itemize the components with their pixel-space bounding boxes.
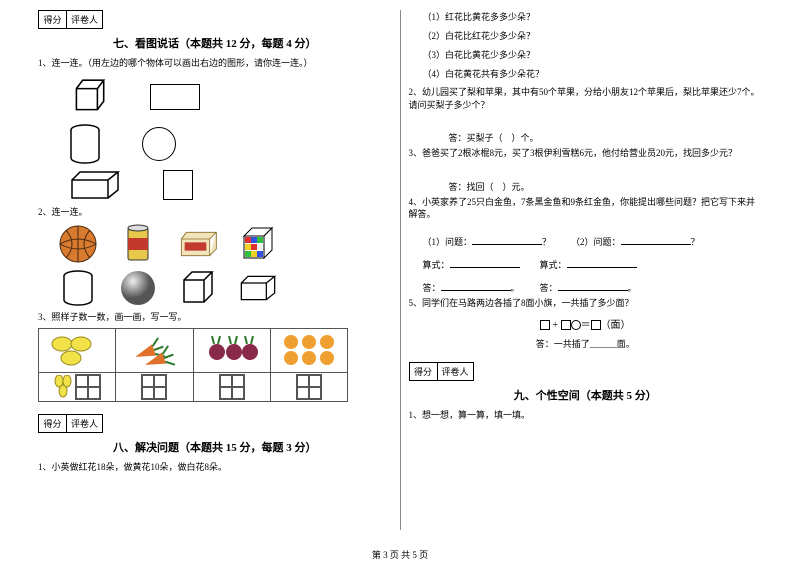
q8-5: 5、同学们在马路两边各插了8面小旗，一共插了多少面？ — [409, 297, 763, 310]
q8-4-calc2: 算式： — [540, 258, 637, 271]
lemon-count — [39, 373, 115, 401]
calc-label-1: 算式： — [423, 260, 450, 270]
q9-1: 1、想一想，算一算，填一填。 — [409, 409, 763, 422]
q8-4-calcs: 算式： 算式： — [423, 258, 763, 271]
q8-1-4: （4）白花黄花共有多少朵花？ — [423, 67, 763, 80]
q8-4-ans1: 答：。 — [423, 281, 520, 294]
blank — [472, 235, 542, 245]
cube-icon — [68, 76, 110, 118]
cuboid-icon — [68, 170, 123, 200]
carrot-cell — [116, 329, 192, 373]
basketball-icon — [58, 224, 98, 264]
radish-cell — [194, 329, 270, 373]
sphere-shape-icon — [118, 268, 158, 308]
score-box-8: 得分 评卷人 — [38, 414, 103, 433]
q8-4-p2-label: （2）问题： — [571, 237, 621, 247]
q8-4: 4、小英家养了25只白金鱼，7条黑金鱼和9条红金鱼，你能提出哪些问题？把它写下来… — [409, 196, 763, 221]
right-column: （1）红花比黄花多多少朵？ （2）白花比红花少多少朵？ （3）白花比黄花少多少朵… — [401, 10, 771, 540]
circle-icon — [142, 127, 176, 161]
q8-1: 1、小英做红花18朵，做黄花10朵，做白花8朵。 — [38, 461, 392, 474]
cube-shape-icon — [178, 268, 218, 308]
q8-3-ans: 答：找回（ ）元。 — [449, 180, 763, 193]
blank — [450, 258, 520, 268]
count-table — [38, 328, 348, 402]
q8-3: 3、爸爸买了2根冰棍8元，买了3根伊利雪糕6元，他付给营业员20元，找回多少元？ — [409, 147, 763, 160]
q8-2: 2、幼儿园买了梨和苹果，其中有50个苹果，分给小朋友12个苹果后，梨比苹果还少7… — [409, 86, 763, 111]
carrot-count — [116, 373, 192, 401]
orange-count — [271, 373, 347, 401]
q8-4-ans2: 答：。 — [540, 281, 637, 294]
grader-label-9: 评卷人 — [438, 363, 473, 380]
count-col-2 — [116, 329, 193, 401]
square-placeholder — [591, 320, 601, 330]
q8-1-3: （3）白花比黄花少多少朵？ — [423, 48, 763, 61]
square-placeholder — [561, 320, 571, 330]
cuboid-shape-icon — [238, 268, 278, 308]
cylinder-shape-icon — [58, 268, 98, 308]
q8-4-problems: （1）问题：？ （2）问题：？ — [423, 235, 763, 248]
q8-5-formula: + ＝（面） — [409, 316, 763, 331]
blank — [567, 258, 637, 268]
q7-1: 1、连一连。（用左边的哪个物体可以画出右边的图形，请你连一连。） — [38, 57, 392, 70]
calc-label-2: 算式： — [540, 260, 567, 270]
blank — [441, 281, 511, 291]
section-9-title: 九、个性空间（本题共 5 分） — [409, 387, 763, 403]
q8-5-ans: 答：一共插了______面。 — [409, 337, 763, 350]
score-label: 得分 — [39, 11, 67, 28]
section-7-title: 七、看图说话（本题共 12 分，每题 4 分） — [38, 35, 392, 51]
q7-3: 3、照样子数一数，画一画，写一写。 — [38, 311, 392, 324]
q8-4-p2: （2）问题：？ — [571, 235, 700, 248]
score-box-9: 得分 评卷人 — [409, 362, 474, 381]
q8-4-answers: 答：。 答：。 — [423, 281, 763, 294]
q8-4-calc1: 算式： — [423, 258, 520, 271]
page-footer: 第 3 页 共 5 页 — [0, 548, 800, 561]
shape-row-3 — [68, 170, 392, 200]
rectangle-icon — [150, 84, 200, 110]
q7-2: 2、连一连。 — [38, 206, 392, 219]
score-label-9: 得分 — [410, 363, 438, 380]
shape-row-2 — [68, 124, 392, 164]
section-8-title: 八、解决问题（本题共 15 分，每题 3 分） — [38, 439, 392, 455]
rubiks-cube-icon — [238, 224, 278, 264]
blank — [621, 235, 691, 245]
count-col-1 — [39, 329, 116, 401]
objects-row — [58, 224, 392, 264]
lemon-cell — [39, 329, 115, 373]
shape-row-1 — [68, 76, 392, 118]
score-box-7: 得分 评卷人 — [38, 10, 103, 29]
can-icon — [118, 224, 158, 264]
left-column: 得分 评卷人 七、看图说话（本题共 12 分，每题 4 分） 1、连一连。（用左… — [30, 10, 400, 540]
blank — [558, 281, 628, 291]
candy-box-icon — [178, 224, 218, 264]
q8-1-1: （1）红花比黄花多多少朵？ — [423, 10, 763, 23]
q8-4-p1: （1）问题：？ — [423, 235, 552, 248]
radish-count — [194, 373, 270, 401]
orange-cell — [271, 329, 347, 373]
count-col-4 — [271, 329, 347, 401]
bottom-shapes-row — [58, 268, 392, 308]
q8-2-ans: 答：买梨子（ ）个。 — [449, 131, 763, 144]
square-placeholder — [540, 320, 550, 330]
square-icon — [163, 170, 193, 200]
q8-4-p1-label: （1）问题： — [423, 237, 473, 247]
cylinder-icon — [68, 124, 102, 164]
score-label-8: 得分 — [39, 415, 67, 432]
grader-label: 评卷人 — [67, 11, 102, 28]
q8-1-2: （2）白花比红花少多少朵？ — [423, 29, 763, 42]
circle-placeholder — [571, 320, 581, 330]
count-col-3 — [194, 329, 271, 401]
grader-label-8: 评卷人 — [67, 415, 102, 432]
